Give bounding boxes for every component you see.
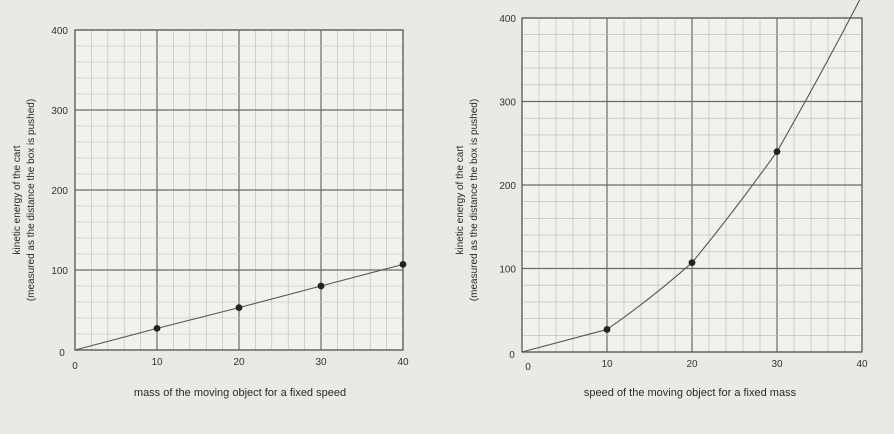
y-axis-label: kinetic energy of the cart [455,145,466,254]
y-axis-label-sub: (measured as the distance the box is pus… [469,99,480,301]
x-tick-label: 0 [525,362,531,373]
x-tick-label: 0 [72,361,78,372]
x-tick-label: 40 [397,357,409,368]
grid [74,29,404,351]
grid [521,17,863,353]
series-line [521,0,861,353]
x-axis-label: speed of the moving object for a fixed m… [584,387,797,399]
data-point [317,282,325,290]
y-axis-label: kinetic energy of the cart [12,145,23,254]
plot-frame [521,17,863,353]
x-tick-label: 20 [686,359,698,370]
data-point [773,148,781,156]
plot-frame [74,29,404,351]
x-tick-label: 10 [151,357,163,368]
x-tick-label: 20 [233,357,245,368]
y-tick-label: 400 [499,14,516,25]
y-tick-label: 400 [51,26,68,37]
y-tick-label: 0 [509,350,515,361]
y-axis-label-sub: (measured as the distance the box is pus… [26,99,37,301]
y-tick-label: 0 [59,348,65,359]
y-tick-label: 200 [499,181,516,192]
data-point [603,326,611,333]
x-tick-label: 10 [601,359,613,370]
data-point [399,261,407,268]
x-tick-label: 30 [315,357,327,368]
y-tick-label: 200 [51,186,68,197]
x-tick-label: 30 [771,359,783,370]
data-point [235,304,243,311]
x-tick-label: 40 [856,359,868,370]
data-point [153,325,161,332]
y-tick-label: 100 [499,265,516,276]
y-tick-label: 100 [51,266,68,277]
y-tick-label: 300 [51,106,68,117]
x-axis-label: mass of the moving object for a fixed sp… [134,387,346,399]
data-point [688,259,696,267]
y-tick-label: 300 [499,98,516,109]
